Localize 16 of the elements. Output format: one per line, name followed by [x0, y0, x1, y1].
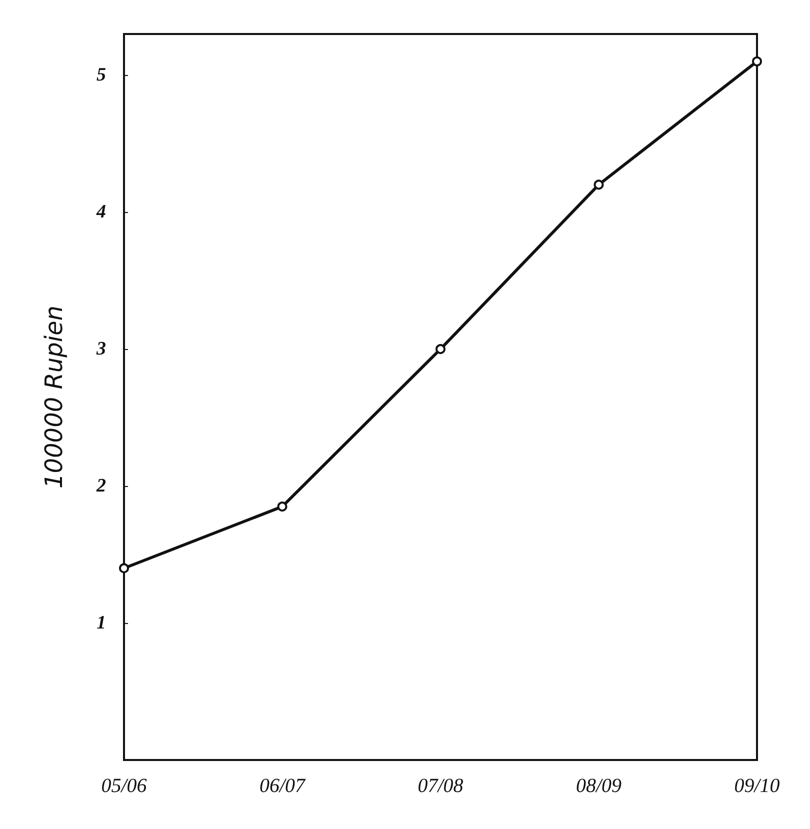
point: [436, 344, 446, 354]
y-tick-label: 2: [96, 476, 106, 497]
x-tick-label: 08/09: [576, 775, 622, 797]
y-tick-label: 4: [96, 202, 106, 223]
point: [277, 502, 288, 512]
point: [752, 56, 762, 66]
x-tick-label: 06/07: [259, 775, 306, 797]
point: [119, 563, 129, 574]
y-tick-label: 5: [96, 64, 106, 86]
x-tick-label: 05/06: [101, 775, 147, 797]
y-axis-title: 100000 Rupien: [40, 305, 68, 489]
point: [594, 180, 604, 190]
x-tick-label: 09/10: [734, 775, 780, 797]
x-tick-label: 07/08: [418, 775, 464, 797]
y-tick-label: 1: [96, 612, 106, 634]
y-tick-label: 3: [96, 338, 106, 360]
